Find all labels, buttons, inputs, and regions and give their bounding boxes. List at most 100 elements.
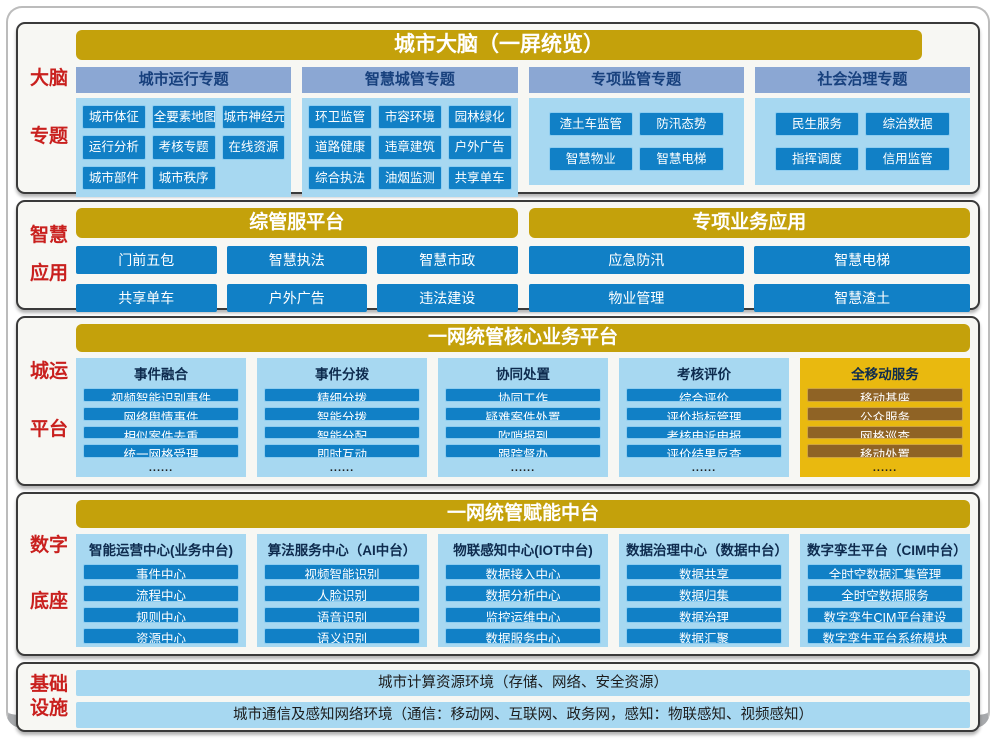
platform-card-header: 智能运营中心(业务中台) [89, 543, 233, 558]
platform-button: 语音识别 [264, 606, 420, 623]
platform-button: 语义识别 [264, 627, 420, 644]
topic-button: 信用监管 [865, 146, 950, 171]
section-label-apps: 智慧 应用 [22, 208, 76, 301]
platform-button: 移动基座 [807, 388, 963, 402]
more-dots: ...... [872, 462, 898, 474]
app-button: 智慧执法 [226, 246, 367, 274]
topic-button: 道路健康 [308, 135, 372, 160]
platform-card: 算法服务中心（AI中台） 视频智能识别 人脸识别 语音识别 语义识别 [257, 534, 427, 647]
section-content-core: 一网统管核心业务平台 事件融合 视频智能识别事件 网络舆情事件 相似案件去重 统一网格受理… [76, 324, 970, 477]
app-button: 物业管理 [528, 284, 745, 312]
platform-card: 事件融合 视频智能识别事件 网络舆情事件 相似案件去重 统一网格受理...... [76, 358, 246, 477]
app-button: 智慧市政 [377, 246, 518, 274]
platform-card-header: 物联感知中心(IOT中台) [453, 543, 593, 558]
platform-card: 事件分拨 精细分拨 智能分拨 智能分配 即时互动...... [257, 358, 427, 477]
section-digital-base: 数字 底座 一网统管赋能中台 智能运营中心(业务中台) 事件中心 流程中心 规则中心 资源中… [16, 492, 980, 656]
platform-button: 数据分析中心 [445, 585, 601, 602]
platform-button: 全时空数据汇集管理 [807, 564, 963, 581]
topic-columns-row: 城市运行专题 城市体征 全要素地图 城市神经元 运行分析 考核专题 在线资源 城市部件 城市秩序… [76, 67, 970, 197]
topic-button: 综合执法 [308, 165, 372, 190]
platform-button: 数据汇聚 [626, 627, 782, 644]
app-button-grid: 门前五包 智慧执法 智慧市政 共享单车 户外广告 违法建设 [76, 246, 518, 312]
platform-button: 规则中心 [83, 606, 239, 623]
section-infrastructure: 基础设施 城市计算资源环境（存储、网络、安全资源） 城市通信及感知网络环境（通信：… [16, 662, 980, 732]
platform-button: 视频智能识别事件 [83, 388, 239, 402]
platform-button: 数据共享 [626, 564, 782, 581]
section-smart-apps: 智慧 应用 综管服平台门前五包 智慧执法 智慧市政 共享单车 户外广告 违法建设 专项业务应用… [16, 200, 980, 312]
topic-column-header: 智慧城管专题 [302, 67, 518, 93]
platform-card: 全移动服务 移动基座 公众服务 网格巡查 移动处置...... [800, 358, 970, 477]
app-group-title: 综管服平台 [76, 208, 518, 238]
platform-button: 全时空数据服务 [807, 585, 963, 602]
platform-button: 事件中心 [83, 564, 239, 581]
section-title: 城市大脑（一屏统览） [76, 30, 922, 60]
platform-button: 精细分拨 [264, 388, 420, 402]
more-dots: ...... [691, 462, 717, 474]
app-button: 智慧电梯 [754, 246, 970, 274]
topic-column: 社会治理专题 民生服务 综治数据 指挥调度 信用监管 [754, 67, 970, 185]
topic-button: 在线资源 [221, 135, 286, 160]
platform-card: 考核评价 综合评价 评价指标管理 考核申诉申报 评价结果反查...... [619, 358, 789, 477]
app-button: 户外广告 [226, 284, 367, 312]
platform-columns-row: 事件融合 视频智能识别事件 网络舆情事件 相似案件去重 统一网格受理...... 事件分拨… [76, 358, 970, 477]
platform-button: 协同工作 [445, 388, 601, 402]
section-label-middle: 数字 底座 [22, 500, 76, 647]
more-dots: ...... [510, 462, 536, 474]
platform-button: 评价结果反查 [626, 444, 782, 458]
platform-button: 视频智能识别 [264, 564, 420, 581]
section-label-word: 平台 [29, 418, 68, 440]
topic-button: 智慧电梯 [639, 146, 724, 171]
outer-frame: 大脑 专题 城市大脑（一屏统览） 城市运行专题 城市体征 全要素地图 城市神经元 运行分析考… [6, 6, 990, 732]
topic-button: 综治数据 [865, 112, 950, 137]
app-button-grid: 应急防汛 智慧电梯 物业管理 智慧渣土 [528, 246, 970, 312]
platform-card: 数据治理中心（数据中台） 数据共享 数据归集 数据治理 数据汇聚 [619, 534, 789, 647]
section-content-apps: 综管服平台 门前五包 智慧执法 智慧市政 共享单车 户外广告 违法建设 专项业务应用 应急防汛智… [76, 208, 970, 312]
app-groups-row: 综管服平台 门前五包 智慧执法 智慧市政 共享单车 户外广告 违法建设 专项业务应用 应急防汛智… [76, 208, 970, 312]
platform-button: 评价指标管理 [626, 406, 782, 421]
app-group-title: 专项业务应用 [528, 208, 970, 238]
section-city-brain: 大脑 专题 城市大脑（一屏统览） 城市运行专题 城市体征 全要素地图 城市神经元 运行分析考… [16, 22, 980, 197]
section-label-core: 城运 平台 [22, 324, 76, 477]
platform-card-header: 事件分拨 [315, 367, 369, 382]
platform-button: 数据接入中心 [445, 564, 601, 581]
platform-button: 即时互动 [264, 444, 420, 458]
topic-button: 渣土车监管 [548, 112, 634, 137]
topic-button: 智慧物业 [548, 146, 634, 171]
topic-button: 民生服务 [774, 112, 860, 137]
platform-button: 移动处置 [807, 444, 963, 458]
app-button: 门前五包 [76, 246, 217, 274]
platform-button: 监控运维中心 [445, 606, 601, 623]
platform-card-header: 全移动服务 [851, 367, 919, 382]
topic-button: 户外广告 [447, 135, 512, 160]
infra-bars: 城市计算资源环境（存储、网络、安全资源） 城市通信及感知网络环境（通信：移动网、互… [76, 670, 970, 728]
platform-card-header: 协同处置 [496, 367, 550, 382]
platform-button: 资源中心 [83, 627, 239, 644]
platform-card: 协同处置 协同工作 疑难案件处置 吹哨报到 跟踪督办...... [438, 358, 608, 477]
topic-column: 智慧城管专题 环卫监管 市容环境 园林绿化 道路健康 违章建筑 户外广告 综合执法 油烟监测 共享… [302, 67, 518, 197]
section-content-infra: 城市计算资源环境（存储、网络、安全资源） 城市通信及感知网络环境（通信：移动网、互… [76, 670, 970, 728]
platform-button: 公众服务 [807, 406, 963, 421]
topic-button: 城市秩序 [151, 165, 216, 190]
app-group: 专项业务应用 应急防汛 智慧电梯 物业管理 智慧渣土 [528, 208, 970, 312]
topic-button: 城市体征 [82, 105, 146, 130]
topic-button: 城市部件 [82, 165, 146, 190]
platform-button: 疑难案件处置 [445, 406, 601, 421]
platform-button: 智能分配 [264, 425, 420, 440]
section-label-word: 专题 [29, 126, 68, 147]
topic-column-header: 城市运行专题 [76, 67, 292, 93]
platform-button: 流程中心 [83, 585, 239, 602]
app-button: 应急防汛 [528, 246, 745, 274]
section-label-word: 城运 [29, 361, 68, 383]
topic-button: 考核专题 [151, 135, 216, 160]
platform-button: 相似案件去重 [83, 425, 239, 440]
app-button: 智慧渣土 [754, 284, 970, 312]
section-label-word: 设施 [29, 698, 68, 719]
platform-button: 数据服务中心 [445, 627, 601, 644]
section-label-brain: 大脑 专题 [22, 30, 76, 185]
more-dots: ...... [148, 462, 174, 474]
topic-button-panel: 渣土车监管 防汛态势 智慧物业 智慧电梯 [528, 98, 744, 185]
section-label-word: 大脑 [29, 68, 68, 89]
section-label-word: 基础 [29, 674, 68, 695]
section-content-brain: 城市大脑（一屏统览） 城市运行专题 城市体征 全要素地图 城市神经元 运行分析 考核专题 在线… [76, 30, 970, 197]
topic-column-header: 专项监管专题 [528, 67, 744, 93]
